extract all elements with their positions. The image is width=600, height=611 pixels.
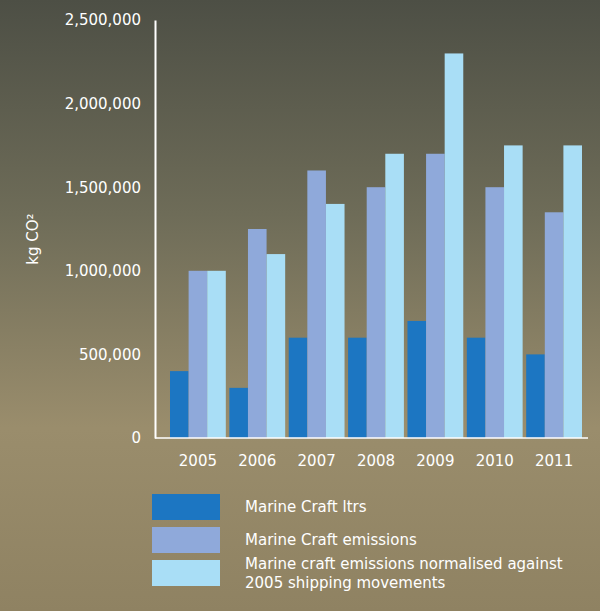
bar [367, 187, 386, 438]
bar [189, 271, 208, 438]
y-tick-label: 2,500,000 [65, 11, 141, 29]
y-tick: 2,000,000 [65, 95, 155, 113]
background [0, 0, 600, 611]
x-tick-label: 2011 [535, 452, 573, 470]
bar [426, 154, 445, 438]
y-axis: 0 500,000 1,000,000 1,500,000 2,000,000 2,500… [65, 11, 156, 447]
x-tick-label: 2009 [416, 452, 454, 470]
bar [545, 212, 564, 438]
bar [407, 321, 426, 438]
x-tick-label: 2008 [357, 452, 395, 470]
legend: Marine Craft ltrs Marine Craft emissions M… [152, 494, 563, 592]
bar [229, 388, 248, 438]
bar [289, 338, 308, 438]
bar [170, 371, 189, 438]
legend-swatch [152, 527, 220, 553]
bars [170, 53, 582, 438]
bar [563, 145, 582, 438]
x-axis-line [155, 437, 588, 439]
y-tick: 1,000,000 [65, 262, 155, 280]
x-tick: 2005 [179, 438, 217, 470]
x-tick-label: 2006 [238, 452, 276, 470]
x-tick-label: 2007 [298, 452, 336, 470]
y-tick: 1,500,000 [65, 179, 155, 197]
y-tick: 2,500,000 [65, 11, 155, 29]
bar [307, 170, 326, 438]
x-tick: 2011 [535, 438, 573, 470]
y-axis-line [155, 21, 157, 439]
y-axis-title: kg CO² [24, 213, 42, 264]
x-tick-label: 2010 [476, 452, 514, 470]
y-tick-label: 2,000,000 [65, 95, 141, 113]
x-tick: 2010 [476, 438, 514, 470]
legend-swatch [152, 494, 220, 520]
bar [326, 204, 345, 438]
legend-label: Marine craft emissions normalised agains… [245, 555, 563, 592]
x-tick: 2009 [416, 438, 454, 470]
y-tick: 500,000 [79, 346, 155, 364]
bar [385, 154, 404, 438]
y-tick: 0 [131, 429, 155, 447]
x-tick: 2006 [238, 438, 276, 470]
x-tick-label: 2005 [179, 452, 217, 470]
bar [504, 145, 523, 438]
x-axis: 2005 2006 2007 2008 2009 2010 2011 [155, 438, 588, 470]
y-tick-label: 0 [131, 429, 141, 447]
y-tick-label: 1,000,000 [65, 262, 141, 280]
bar [526, 354, 545, 438]
legend-label: Marine Craft emissions [245, 531, 417, 549]
bar [348, 338, 367, 438]
bar [248, 229, 267, 438]
bar [467, 338, 486, 438]
bar-series [207, 53, 582, 438]
y-tick-label: 1,500,000 [65, 179, 141, 197]
legend-label: Marine Craft ltrs [245, 498, 367, 516]
bar [207, 271, 226, 438]
legend-swatch [152, 560, 220, 586]
x-tick: 2007 [298, 438, 336, 470]
x-tick: 2008 [357, 438, 395, 470]
chart: 0 500,000 1,000,000 1,500,000 2,000,000 2,500… [0, 0, 600, 611]
y-tick-label: 500,000 [79, 346, 141, 364]
bar [445, 53, 464, 438]
bar [267, 254, 286, 438]
bar [485, 187, 504, 438]
